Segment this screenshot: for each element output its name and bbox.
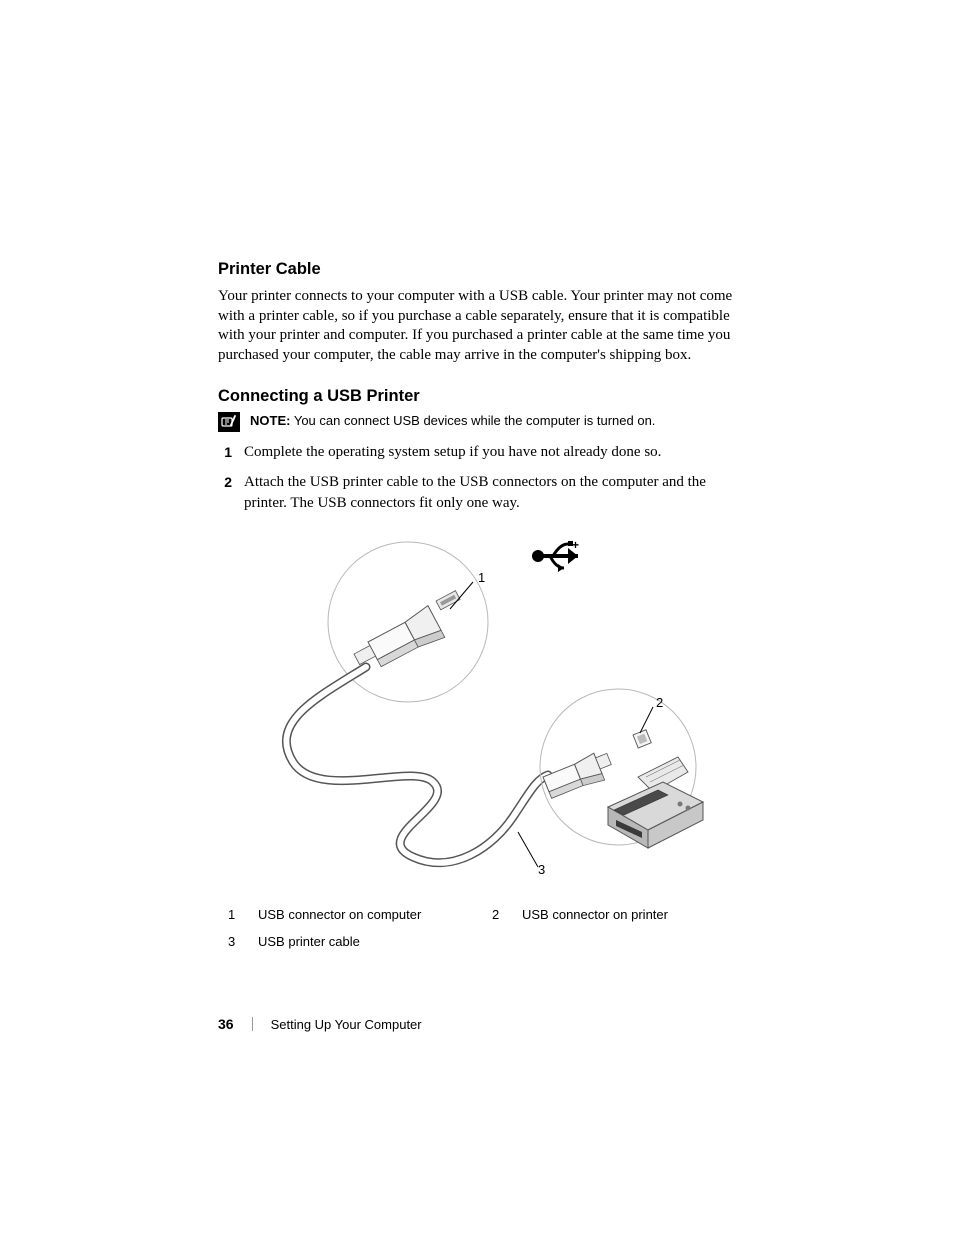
footer-divider [252, 1017, 253, 1031]
page: Printer Cable Your printer connects to y… [0, 0, 954, 1235]
legend-2-text: USB connector on printer [522, 907, 744, 922]
step-1-num: 1 [218, 442, 232, 462]
figure-legend: 1 USB connector on computer 2 USB connec… [228, 907, 744, 949]
page-number: 36 [218, 1016, 234, 1032]
page-footer: 36 Setting Up Your Computer [218, 1016, 422, 1032]
note-icon [218, 412, 240, 432]
heading-connecting-usb: Connecting a USB Printer [218, 387, 744, 406]
heading-printer-cable: Printer Cable [218, 260, 744, 279]
figure-usb-connection: + [238, 527, 758, 887]
legend-1-text: USB connector on computer [258, 907, 480, 922]
note-label: NOTE: [250, 413, 290, 428]
callout-2: 2 [656, 695, 663, 710]
step-2-text: Attach the USB printer cable to the USB … [244, 472, 744, 513]
note-body: You can connect USB devices while the co… [294, 413, 656, 428]
step-2: 2 Attach the USB printer cable to the US… [218, 472, 744, 513]
note-row: NOTE: You can connect USB devices while … [218, 412, 744, 432]
step-1: 1 Complete the operating system setup if… [218, 442, 744, 462]
svg-text:+: + [572, 538, 579, 552]
note-text: NOTE: You can connect USB devices while … [250, 412, 655, 430]
legend-2-num: 2 [492, 907, 510, 922]
callout-3: 3 [538, 862, 545, 877]
footer-section: Setting Up Your Computer [271, 1017, 422, 1032]
legend-3-text: USB printer cable [258, 934, 480, 949]
legend-3-num: 3 [228, 934, 246, 949]
step-1-text: Complete the operating system setup if y… [244, 442, 744, 462]
legend-1-num: 1 [228, 907, 246, 922]
callout-1: 1 [478, 570, 485, 585]
step-2-num: 2 [218, 472, 232, 513]
paragraph-printer-cable: Your printer connects to your computer w… [218, 287, 744, 365]
